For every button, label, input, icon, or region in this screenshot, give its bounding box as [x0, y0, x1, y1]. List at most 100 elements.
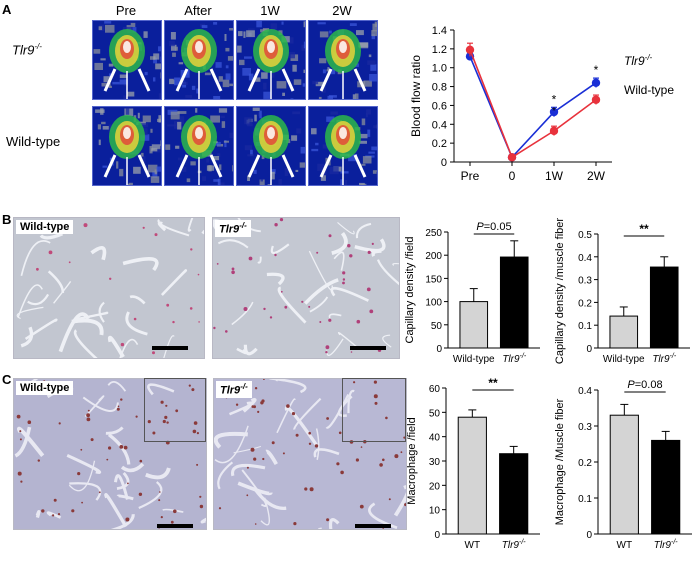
scale-bar — [157, 524, 193, 528]
histology-b-wild-type — [13, 217, 205, 359]
y-tick-label: 200 — [425, 251, 442, 262]
legend-tlr9-sup: -/- — [645, 53, 653, 62]
significance-value: =0.08 — [635, 379, 663, 391]
row-label-wild-type: Wild-type — [6, 134, 61, 149]
data-point — [549, 126, 559, 136]
y-tick-label: 50 — [431, 321, 443, 332]
y-tick-label: 30 — [429, 457, 441, 468]
significance-p: P — [627, 379, 635, 391]
time-label-pre: Pre — [115, 3, 137, 18]
doppler-image — [308, 106, 378, 186]
panel-letter-b: B — [2, 212, 12, 227]
panel-letter-a: A — [2, 2, 12, 17]
x-tick-label: Tlr9-/- — [654, 539, 679, 551]
capillary-density-field-chart: 0 50 100 150 200 250 Capillary density /field W… — [404, 221, 540, 365]
legend-tlr9: Tlr9-/- — [624, 53, 653, 68]
series-line — [469, 56, 597, 159]
x-tick-label: Wild-type — [603, 354, 645, 365]
y-tick-label: 0.1 — [578, 321, 592, 332]
bar — [499, 453, 529, 535]
y-tick-label: 0.8 — [432, 82, 447, 94]
x-tick-label-sup: -/- — [520, 353, 527, 360]
y-axis-label: Macrophage /field — [406, 417, 418, 504]
doppler-image — [164, 106, 234, 186]
y-tick-label: 0.3 — [578, 422, 592, 433]
data-point — [549, 107, 559, 117]
y-tick-label: 0.5 — [578, 230, 592, 241]
y-axis-label: Blood flow ratio — [409, 55, 423, 137]
y-tick-label: 10 — [429, 506, 441, 517]
y-tick-label: 100 — [425, 298, 442, 309]
inset-magnified — [144, 378, 206, 442]
y-tick-label: 1.0 — [432, 63, 447, 75]
bar — [651, 439, 681, 535]
data-point — [507, 153, 517, 162]
bar — [649, 266, 679, 349]
significance-value: =0.05 — [484, 221, 512, 233]
y-tick-label: 60 — [429, 384, 441, 395]
y-tick-label: 1.2 — [432, 44, 447, 56]
y-tick-label: 0.2 — [578, 458, 592, 469]
bar — [457, 416, 487, 535]
y-tick-label: 0.2 — [578, 298, 592, 309]
doppler-image — [236, 20, 306, 100]
histology-c-tlr9 — [213, 378, 407, 530]
x-tick-label-sup: -/- — [670, 353, 677, 360]
panel-letter-c: C — [2, 372, 12, 387]
y-tick-label: 0.3 — [578, 276, 592, 287]
x-tick-label: 0 — [509, 169, 516, 183]
y-tick-label: 40 — [429, 433, 441, 444]
scale-bar — [350, 346, 386, 350]
y-tick-label: 250 — [425, 228, 442, 239]
significance-label: ** — [488, 376, 498, 390]
significance-label: P=0.05 — [476, 221, 511, 233]
x-tick-label: Pre — [461, 169, 480, 183]
doppler-image — [236, 106, 306, 186]
x-tick-label: Wild-type — [453, 354, 495, 365]
x-tick-label: Tlr9-/- — [652, 353, 677, 365]
capillary-density-fiber-chart: 0 0.1 0.2 0.3 0.4 0.5 Capillary density /muscl… — [554, 218, 690, 365]
y-tick-label: 0 — [586, 344, 592, 355]
x-tick-label: WT — [617, 540, 633, 551]
y-tick-label: 0 — [434, 530, 440, 541]
y-tick-label: 0.6 — [432, 100, 447, 112]
significance-star: * — [552, 92, 557, 106]
legend-wild-type: Wild-type — [624, 83, 674, 97]
bar — [609, 315, 639, 349]
histology-b-wild-type-label: Wild-type — [16, 220, 74, 234]
y-tick-label: 0.2 — [432, 138, 447, 150]
time-label-2w: 2W — [332, 3, 352, 18]
significance-label: ** — [639, 222, 649, 236]
inset-magnified — [342, 378, 406, 442]
x-tick-label: 1W — [545, 169, 564, 183]
y-tick-label: 0 — [441, 157, 447, 169]
y-tick-label: 0.4 — [578, 386, 592, 397]
time-label-1w: 1W — [260, 3, 280, 18]
histology-b-tlr9 — [212, 217, 400, 359]
doppler-image — [92, 106, 162, 186]
doppler-image — [164, 20, 234, 100]
histology-c-wild-type — [13, 378, 207, 530]
y-tick-label: 0.4 — [578, 253, 592, 264]
scale-bar — [152, 346, 188, 350]
data-point — [465, 45, 475, 54]
y-tick-label: 0.1 — [578, 494, 592, 505]
histology-b-tlr9-label: Tlr9-/- — [215, 220, 251, 237]
x-tick-label-sup: -/- — [671, 539, 678, 546]
doppler-image — [92, 20, 162, 100]
x-tick-label: Tlr9-/- — [502, 539, 527, 551]
time-label-after: After — [184, 3, 212, 18]
significance-p: P — [476, 221, 484, 233]
x-tick-label: 2W — [587, 169, 606, 183]
significance-label: P=0.08 — [627, 379, 662, 391]
y-tick-label: 20 — [429, 481, 441, 492]
x-tick-label: Tlr9-/- — [502, 353, 527, 365]
scale-bar — [355, 524, 391, 528]
x-tick-label-sup: -/- — [519, 539, 526, 546]
y-axis-label: Capillary density /field — [404, 237, 416, 344]
y-tick-label: 0 — [586, 530, 592, 541]
significance-star: * — [552, 106, 556, 117]
y-tick-label: 150 — [425, 274, 442, 285]
bar — [459, 301, 489, 349]
x-tick-label: WT — [465, 540, 481, 551]
